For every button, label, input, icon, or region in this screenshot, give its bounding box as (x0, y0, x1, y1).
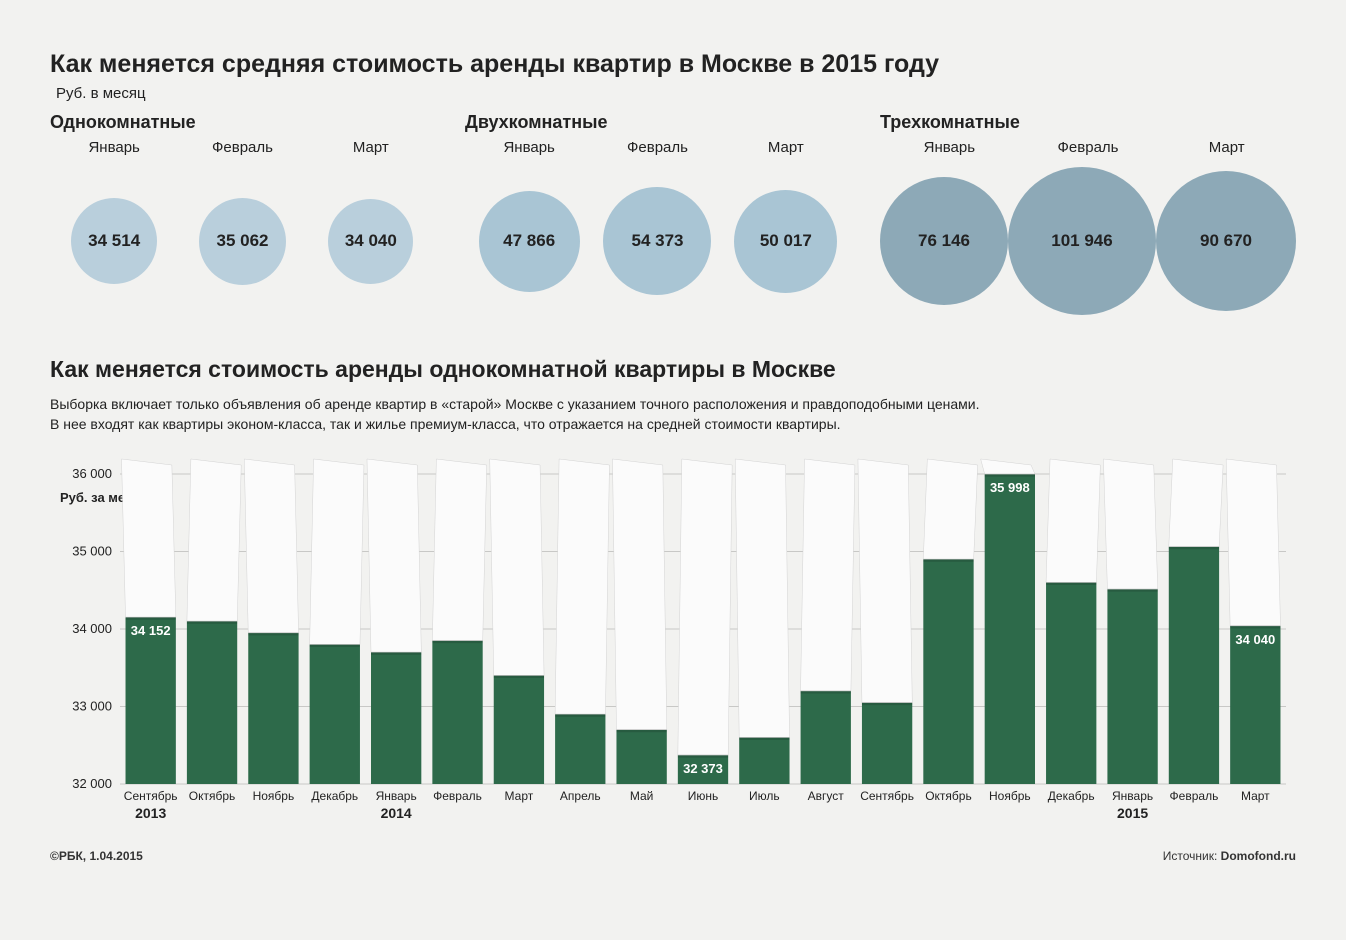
price-bubble: 50 017 (734, 190, 837, 293)
bubble-month-label: Март (1157, 139, 1296, 156)
svg-text:36 000: 36 000 (72, 466, 112, 481)
price-bubble: 47 866 (479, 191, 580, 292)
bubble-month-label: Январь (880, 139, 1019, 156)
bubble-month-label: Март (307, 139, 435, 156)
svg-text:Декабрь: Декабрь (311, 789, 358, 803)
main-title: Как меняется средняя стоимость аренды кв… (50, 50, 1296, 79)
footer-copyright: ©РБК, 1.04.2015 (50, 849, 143, 863)
bubble-month-label: Февраль (178, 139, 306, 156)
svg-text:Июнь: Июнь (688, 789, 719, 803)
bubble-group: Однокомнатные ЯнварьФевральМарт 34 514 35 0… (50, 112, 435, 326)
bubble-group: Двухкомнатные ЯнварьФевральМарт 47 86654 3… (465, 112, 850, 326)
svg-text:35 000: 35 000 (72, 544, 112, 559)
price-bubble: 35 062 (199, 198, 286, 285)
svg-text:Январь: Январь (376, 789, 417, 803)
svg-text:Ноябрь: Ноябрь (253, 789, 295, 803)
price-bubble: 101 946 (1008, 167, 1156, 315)
svg-text:Ноябрь: Ноябрь (989, 789, 1031, 803)
svg-text:34 040: 34 040 (1235, 632, 1275, 647)
bubble-month-label: Февраль (1019, 139, 1158, 156)
price-bubble: 76 146 (880, 177, 1008, 305)
svg-text:32 000: 32 000 (72, 776, 112, 791)
price-bubble: 90 670 (1156, 171, 1296, 311)
svg-text:Сентябрь: Сентябрь (860, 789, 914, 803)
svg-text:Апрель: Апрель (560, 789, 601, 803)
svg-text:Март: Март (505, 789, 534, 803)
svg-text:Июль: Июль (749, 789, 780, 803)
bar-chart-svg: Руб. за месяц32 00033 00034 00035 00036 … (50, 454, 1296, 834)
bubble-month-label: Январь (50, 139, 178, 156)
bubble-month-label: Февраль (593, 139, 721, 156)
footer-source: Источник: Domofond.ru (1163, 849, 1296, 863)
svg-text:33 000: 33 000 (72, 699, 112, 714)
bubble-group-title: Трехкомнатные (880, 112, 1296, 133)
bubble-month-label: Январь (465, 139, 593, 156)
price-bubble: 54 373 (603, 187, 711, 295)
bar-chart-area: Руб. за месяц32 00033 00034 00035 00036 … (50, 454, 1296, 834)
svg-text:2014: 2014 (381, 805, 412, 821)
bubble-group-title: Двухкомнатные (465, 112, 850, 133)
bubble-group: Трехкомнатные ЯнварьФевральМарт 76 146101 … (880, 112, 1296, 326)
svg-text:Май: Май (630, 789, 654, 803)
svg-text:Декабрь: Декабрь (1048, 789, 1095, 803)
price-bubble: 34 040 (328, 199, 413, 284)
svg-text:Февраль: Февраль (433, 789, 482, 803)
svg-text:34 152: 34 152 (131, 623, 171, 638)
svg-text:34 000: 34 000 (72, 621, 112, 636)
description-text: Выборка включает только объявления об ар… (50, 395, 1296, 434)
bubble-chart-section: ОднокомнатныеЯнварьФевральМарт34 51435 0… (50, 112, 1296, 326)
secondary-title: Как меняется стоимость аренды однокомнат… (50, 356, 1296, 383)
price-bubble: 34 514 (71, 198, 157, 284)
svg-text:2013: 2013 (135, 805, 166, 821)
bubble-group-title: Однокомнатные (50, 112, 435, 133)
bubble-month-label: Март (722, 139, 850, 156)
svg-text:Октябрь: Октябрь (189, 789, 236, 803)
footer: ©РБК, 1.04.2015 Источник: Domofond.ru (50, 849, 1296, 863)
svg-text:2015: 2015 (1117, 805, 1148, 821)
svg-text:Январь: Январь (1112, 789, 1153, 803)
svg-text:Февраль: Февраль (1170, 789, 1219, 803)
svg-text:Август: Август (808, 789, 845, 803)
svg-text:35 998: 35 998 (990, 480, 1030, 495)
unit-label-top: Руб. в месяц (50, 85, 1296, 102)
svg-text:32 373: 32 373 (683, 761, 723, 776)
svg-text:Октябрь: Октябрь (925, 789, 972, 803)
svg-text:Сентябрь: Сентябрь (124, 789, 178, 803)
svg-text:Март: Март (1241, 789, 1270, 803)
